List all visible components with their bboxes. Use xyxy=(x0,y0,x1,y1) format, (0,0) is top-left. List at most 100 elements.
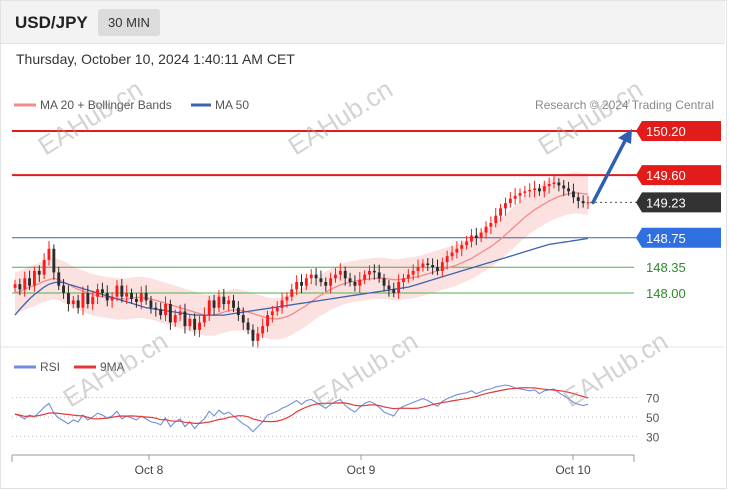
candle-body xyxy=(270,311,274,316)
candle-body xyxy=(542,186,546,192)
candle-body xyxy=(96,289,99,297)
candle-body xyxy=(528,189,532,192)
candle-body xyxy=(71,300,75,305)
candle-body xyxy=(397,282,401,293)
rsi-level-label-1: 50 xyxy=(646,411,660,425)
price-label-0: 150.20 xyxy=(646,124,686,139)
candle-body xyxy=(290,289,294,297)
candle-body xyxy=(193,318,197,330)
candle-body xyxy=(508,198,512,204)
candle-body xyxy=(581,201,585,204)
candle-body xyxy=(494,215,498,224)
candle-body xyxy=(241,315,245,323)
bollinger-band xyxy=(15,172,588,340)
candle-body xyxy=(324,282,328,286)
candle-body xyxy=(207,300,211,316)
candle-body xyxy=(314,274,318,279)
symbol-label: USD/JPY xyxy=(15,13,88,32)
candle-body xyxy=(236,307,240,316)
candle-body xyxy=(567,188,570,192)
candle-body xyxy=(368,270,371,275)
candle-body xyxy=(353,282,357,286)
projection-arrow-head xyxy=(618,129,632,144)
candle-body xyxy=(13,284,17,288)
candle-body xyxy=(222,296,226,305)
watermark-2: EAHub.cn xyxy=(533,74,648,161)
timestamp: Thursday, October 10, 2024 1:40:11 AM CE… xyxy=(16,51,295,67)
candle-body xyxy=(402,278,405,282)
candle-body xyxy=(135,298,138,302)
candle-body xyxy=(348,278,352,282)
candle-body xyxy=(188,318,192,327)
candle-body xyxy=(178,311,182,316)
price-box-1 xyxy=(636,165,721,186)
watermark-4: EAHub.cn xyxy=(308,326,423,413)
candle-body xyxy=(266,315,269,327)
candle-body xyxy=(76,300,80,308)
candle-body xyxy=(334,274,337,279)
research-credit: Research © 2024 Trading Central xyxy=(535,98,714,112)
candle-body xyxy=(358,279,362,286)
candle-body xyxy=(329,278,333,286)
candle-body xyxy=(110,296,114,301)
candle-body xyxy=(42,259,46,275)
candle-body xyxy=(436,267,439,271)
timeframe-button[interactable]: 30 MIN xyxy=(98,9,160,36)
candle-body xyxy=(149,300,153,308)
candle-body xyxy=(547,184,551,187)
candle-body xyxy=(392,289,396,293)
price-box-0 xyxy=(636,121,721,141)
candle-body xyxy=(411,270,415,275)
ma20-legend-label: MA 20 + Bollinger Bands xyxy=(40,98,172,112)
candle-body xyxy=(18,284,22,290)
rsi-ma-line xyxy=(14,387,589,424)
watermark-1: EAHub.cn xyxy=(283,74,398,161)
candle-body xyxy=(285,296,289,301)
ma50-line xyxy=(14,237,589,316)
candle-body xyxy=(479,232,483,238)
candle-body xyxy=(139,293,143,302)
candle-body xyxy=(33,270,36,286)
candle-body xyxy=(304,278,308,286)
candle-body xyxy=(387,285,391,290)
candle-body xyxy=(416,267,420,271)
price-label-1: 149.60 xyxy=(646,168,686,183)
candle-body xyxy=(363,274,367,280)
price-label-4: 148.35 xyxy=(646,260,686,275)
candle-body xyxy=(513,195,517,199)
rsi-level-label-0: 70 xyxy=(646,392,660,406)
candle-body xyxy=(261,326,265,334)
candle-body xyxy=(62,285,65,293)
rsi-legend-label: RSI xyxy=(40,360,60,374)
candle-body xyxy=(227,300,231,305)
price-label-3: 148.75 xyxy=(646,231,686,246)
price-box-3 xyxy=(636,227,721,248)
chart-header: USD/JPY 30 MIN xyxy=(1,1,725,44)
price-box-2 xyxy=(636,192,721,213)
candle-body xyxy=(37,270,41,275)
candle-body xyxy=(81,293,85,308)
candle-body xyxy=(504,203,507,209)
candle-body xyxy=(275,307,279,312)
ma20-line xyxy=(14,192,589,320)
candle-body xyxy=(377,272,381,279)
candle-body xyxy=(144,293,148,301)
candle-body xyxy=(23,278,27,290)
candle-body xyxy=(470,235,473,242)
candle-body xyxy=(562,185,566,189)
candle-body xyxy=(372,270,376,273)
candle-body xyxy=(47,248,51,260)
price-label-5: 148.00 xyxy=(646,286,686,301)
candle-body xyxy=(115,285,119,297)
candle-body xyxy=(552,182,556,184)
candle-body xyxy=(164,304,167,315)
candle-body xyxy=(518,192,522,196)
candle-body xyxy=(120,285,124,297)
ma50-legend-label: MA 50 xyxy=(215,98,249,112)
candle-body xyxy=(217,296,221,308)
candle-body xyxy=(523,191,527,193)
rsi-level-label-2: 30 xyxy=(646,430,660,444)
candle-body xyxy=(343,270,347,279)
